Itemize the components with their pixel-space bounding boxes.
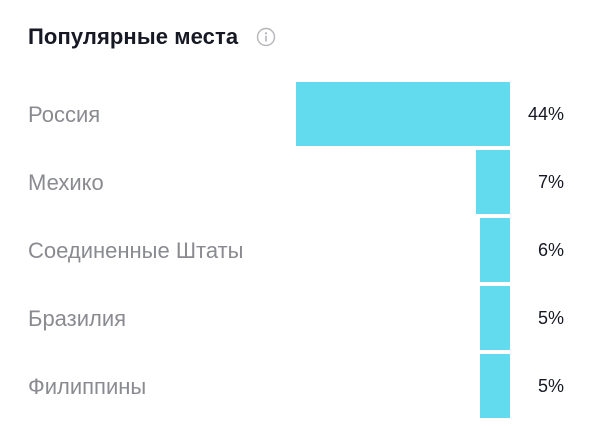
bar: [480, 286, 510, 350]
value-label: 5%: [538, 376, 564, 396]
bar: [480, 218, 510, 282]
chart-title: Популярные места: [28, 24, 239, 49]
category-label: Соединенные Штаты: [28, 238, 243, 263]
category-label: Бразилия: [28, 306, 126, 331]
value-label: 44%: [528, 104, 564, 124]
value-label: 6%: [538, 240, 564, 260]
bar-row: Бразилия 5%: [28, 286, 564, 350]
bar-row: Россия 44%: [28, 82, 564, 146]
bar: [480, 354, 510, 418]
bar-row: Мехико 7%: [28, 150, 564, 214]
bar: [475, 150, 510, 214]
value-label: 7%: [538, 172, 564, 192]
bar: [296, 82, 510, 146]
chart-header: Популярные места: [28, 22, 276, 52]
bar-row: Филиппины 5%: [28, 354, 564, 418]
category-label: Мехико: [28, 170, 104, 195]
bar-row: Соединенные Штаты 6%: [28, 218, 564, 282]
category-label: Россия: [28, 102, 100, 127]
category-label: Филиппины: [28, 374, 146, 399]
info-icon[interactable]: [256, 27, 276, 47]
value-label: 5%: [538, 308, 564, 328]
